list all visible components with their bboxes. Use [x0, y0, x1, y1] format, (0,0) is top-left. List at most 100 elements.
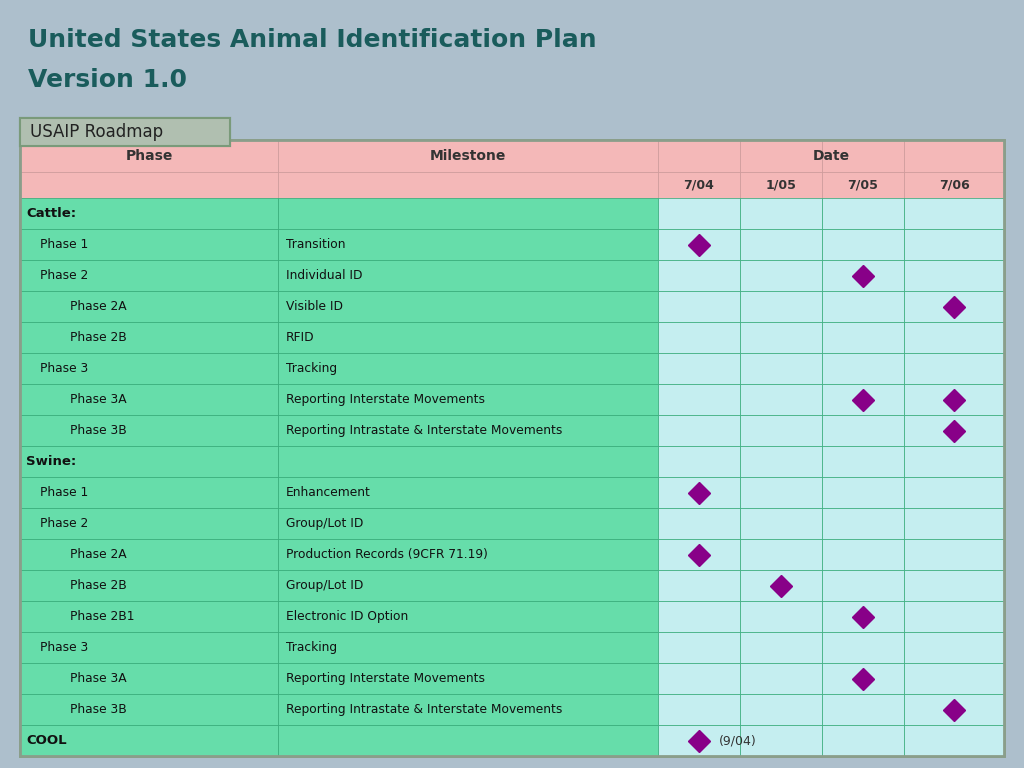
Text: Phase 3: Phase 3: [40, 362, 88, 375]
Bar: [278, 260, 658, 291]
Bar: [904, 260, 1004, 291]
Bar: [20, 570, 278, 601]
Bar: [822, 446, 904, 477]
Bar: [740, 477, 822, 508]
Bar: [278, 663, 658, 694]
Bar: [904, 601, 1004, 632]
Text: Reporting Intrastate & Interstate Movements: Reporting Intrastate & Interstate Moveme…: [286, 424, 562, 437]
Bar: [822, 353, 904, 384]
Bar: [822, 601, 904, 632]
Bar: [822, 694, 904, 725]
Text: Cattle:: Cattle:: [26, 207, 76, 220]
Bar: [658, 415, 740, 446]
Bar: [658, 172, 740, 198]
Bar: [740, 260, 822, 291]
Bar: [904, 229, 1004, 260]
Text: Phase 2A: Phase 2A: [70, 548, 127, 561]
Bar: [740, 601, 822, 632]
Bar: [658, 570, 740, 601]
Bar: [740, 322, 822, 353]
Bar: [822, 508, 904, 539]
Bar: [740, 725, 822, 756]
Bar: [278, 229, 658, 260]
Bar: [278, 601, 658, 632]
Text: Swine:: Swine:: [26, 455, 76, 468]
Bar: [740, 229, 822, 260]
Bar: [20, 322, 278, 353]
Bar: [822, 477, 904, 508]
Bar: [740, 353, 822, 384]
Bar: [904, 172, 1004, 198]
Bar: [904, 446, 1004, 477]
Bar: [904, 539, 1004, 570]
Bar: [740, 140, 822, 172]
Bar: [822, 172, 904, 198]
Bar: [278, 477, 658, 508]
Bar: [658, 384, 740, 415]
Bar: [658, 632, 740, 663]
Bar: [904, 694, 1004, 725]
Text: COOL: COOL: [26, 734, 67, 747]
Bar: [740, 415, 822, 446]
Text: Reporting Intrastate & Interstate Movements: Reporting Intrastate & Interstate Moveme…: [286, 703, 562, 716]
Bar: [658, 322, 740, 353]
Bar: [658, 198, 740, 229]
Bar: [822, 663, 904, 694]
Bar: [904, 570, 1004, 601]
Bar: [822, 198, 904, 229]
Bar: [740, 291, 822, 322]
Text: Reporting Interstate Movements: Reporting Interstate Movements: [286, 672, 485, 685]
Bar: [20, 229, 278, 260]
Text: Production Records (9CFR 71.19): Production Records (9CFR 71.19): [286, 548, 487, 561]
Bar: [20, 725, 278, 756]
Text: 1/05: 1/05: [766, 178, 797, 191]
Bar: [658, 477, 740, 508]
Text: Reporting Interstate Movements: Reporting Interstate Movements: [286, 393, 485, 406]
Bar: [740, 570, 822, 601]
Text: Phase 3B: Phase 3B: [70, 703, 127, 716]
Text: Transition: Transition: [286, 238, 345, 251]
Text: Phase 2A: Phase 2A: [70, 300, 127, 313]
Bar: [822, 539, 904, 570]
Text: Version 1.0: Version 1.0: [28, 68, 187, 92]
Bar: [740, 694, 822, 725]
Bar: [20, 118, 230, 146]
Bar: [20, 353, 278, 384]
Bar: [20, 118, 230, 146]
Bar: [904, 322, 1004, 353]
Bar: [278, 725, 658, 756]
Text: Visible ID: Visible ID: [286, 300, 343, 313]
Bar: [904, 140, 1004, 172]
Text: Milestone: Milestone: [430, 149, 506, 163]
Text: Phase 3: Phase 3: [40, 641, 88, 654]
Text: 7/05: 7/05: [848, 178, 879, 191]
Bar: [20, 601, 278, 632]
Text: Phase 1: Phase 1: [40, 486, 88, 499]
Text: Tracking: Tracking: [286, 362, 337, 375]
Bar: [20, 140, 278, 172]
Text: Group/Lot ID: Group/Lot ID: [286, 579, 364, 592]
Bar: [278, 415, 658, 446]
Bar: [20, 172, 278, 198]
Bar: [278, 198, 658, 229]
Bar: [904, 663, 1004, 694]
Bar: [278, 353, 658, 384]
Bar: [822, 291, 904, 322]
Bar: [822, 725, 904, 756]
Bar: [658, 601, 740, 632]
Bar: [658, 446, 740, 477]
Bar: [740, 446, 822, 477]
Bar: [904, 415, 1004, 446]
Bar: [20, 632, 278, 663]
Bar: [740, 198, 822, 229]
Text: Phase 3A: Phase 3A: [70, 393, 127, 406]
Bar: [658, 353, 740, 384]
Text: Tracking: Tracking: [286, 641, 337, 654]
Bar: [278, 539, 658, 570]
Text: Phase 3A: Phase 3A: [70, 672, 127, 685]
Bar: [20, 539, 278, 570]
Bar: [904, 384, 1004, 415]
Bar: [904, 291, 1004, 322]
Text: 7/04: 7/04: [684, 178, 715, 191]
Text: Phase 2: Phase 2: [40, 269, 88, 282]
